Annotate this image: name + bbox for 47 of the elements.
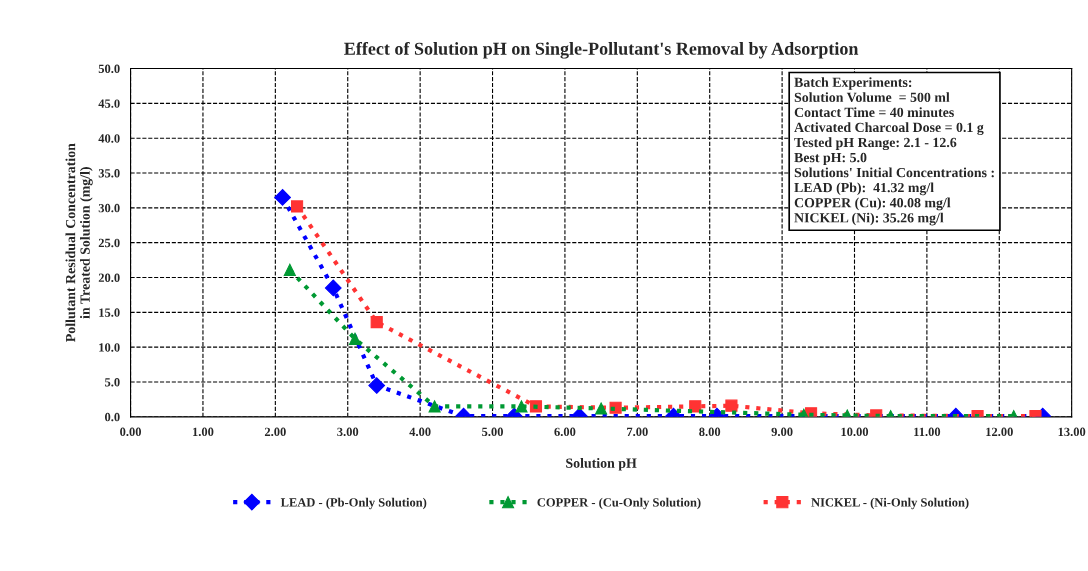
x-axis-title: Solution pH xyxy=(566,458,637,471)
x-tick-label: 10.00 xyxy=(841,427,869,437)
x-tick-label: 12.00 xyxy=(986,427,1013,437)
x-tick-label: 2.00 xyxy=(264,427,286,437)
y-tick-label: 10.0 xyxy=(99,343,120,352)
legend-label: NICKEL - (Ni-Only Solution) xyxy=(811,497,969,510)
annotation: Best pH: 5.0 xyxy=(794,152,867,166)
y-tick-label: 5.0 xyxy=(105,378,120,387)
x-tick-label: 6.00 xyxy=(554,427,576,437)
legend-label: LEAD - (Pb-Only Solution) xyxy=(280,497,427,510)
y-tick-label: 15.0 xyxy=(99,308,120,317)
annotation: Tested pH Range: 2.1 - 12.6 xyxy=(794,137,957,151)
point xyxy=(283,263,296,276)
legend-label: COPPER - (Cu-Only Solution) xyxy=(537,497,701,510)
point xyxy=(324,279,342,297)
annotation: Activated Charcoal Dose = 0.1 g xyxy=(794,122,984,135)
annotation: Contact Time = 40 minutes xyxy=(794,107,954,118)
point xyxy=(274,189,291,206)
y-tick-label: 50.0 xyxy=(98,64,120,74)
y-tick-label: 45.0 xyxy=(98,99,120,108)
x-tick-label: 3.00 xyxy=(337,427,359,437)
chart-title: Effect of Solution pH on Single-Pollutant's Removal by Adsorption xyxy=(344,41,859,59)
annotation: Solutions' Initial Concentrations : xyxy=(794,167,994,178)
x-tick-label: 8.00 xyxy=(699,427,721,437)
x-tick-label: 13.00 xyxy=(1058,427,1086,437)
point xyxy=(370,316,383,329)
point xyxy=(348,332,362,345)
x-tick-label: 4.00 xyxy=(409,427,431,437)
annotation: LEAD (Pb): 41.32 mg/l xyxy=(794,182,934,196)
annotation: COPPER (Cu): 40.08 mg/l xyxy=(794,197,951,211)
x-tick-label: 5.00 xyxy=(482,427,503,437)
point xyxy=(290,200,304,213)
y-axis-title: Pollutant Residual Concentration in Treated Solution (mg/l) xyxy=(65,143,93,342)
x-tick-label: 11.00 xyxy=(914,427,941,437)
x-tick-label: 0.00 xyxy=(120,427,142,437)
y-tick-label: 25.0 xyxy=(98,238,120,248)
x-tick-label: 7.00 xyxy=(627,427,648,437)
y-tick-label: 40.0 xyxy=(98,134,120,143)
annotation: NICKEL (Ni): 35.26 mg/l xyxy=(794,212,944,226)
annotation: Solution Volume = 500 ml xyxy=(794,92,950,103)
x-tick-label: 1.00 xyxy=(193,427,214,437)
y-tick-label: 0.0 xyxy=(104,412,120,422)
annotation: Batch Experiments: xyxy=(794,77,912,90)
y-tick-label: 30.0 xyxy=(98,203,120,213)
y-tick-label: 20.0 xyxy=(98,273,120,283)
x-tick-label: 9.00 xyxy=(771,427,793,437)
y-tick-label: 35.0 xyxy=(98,169,120,178)
